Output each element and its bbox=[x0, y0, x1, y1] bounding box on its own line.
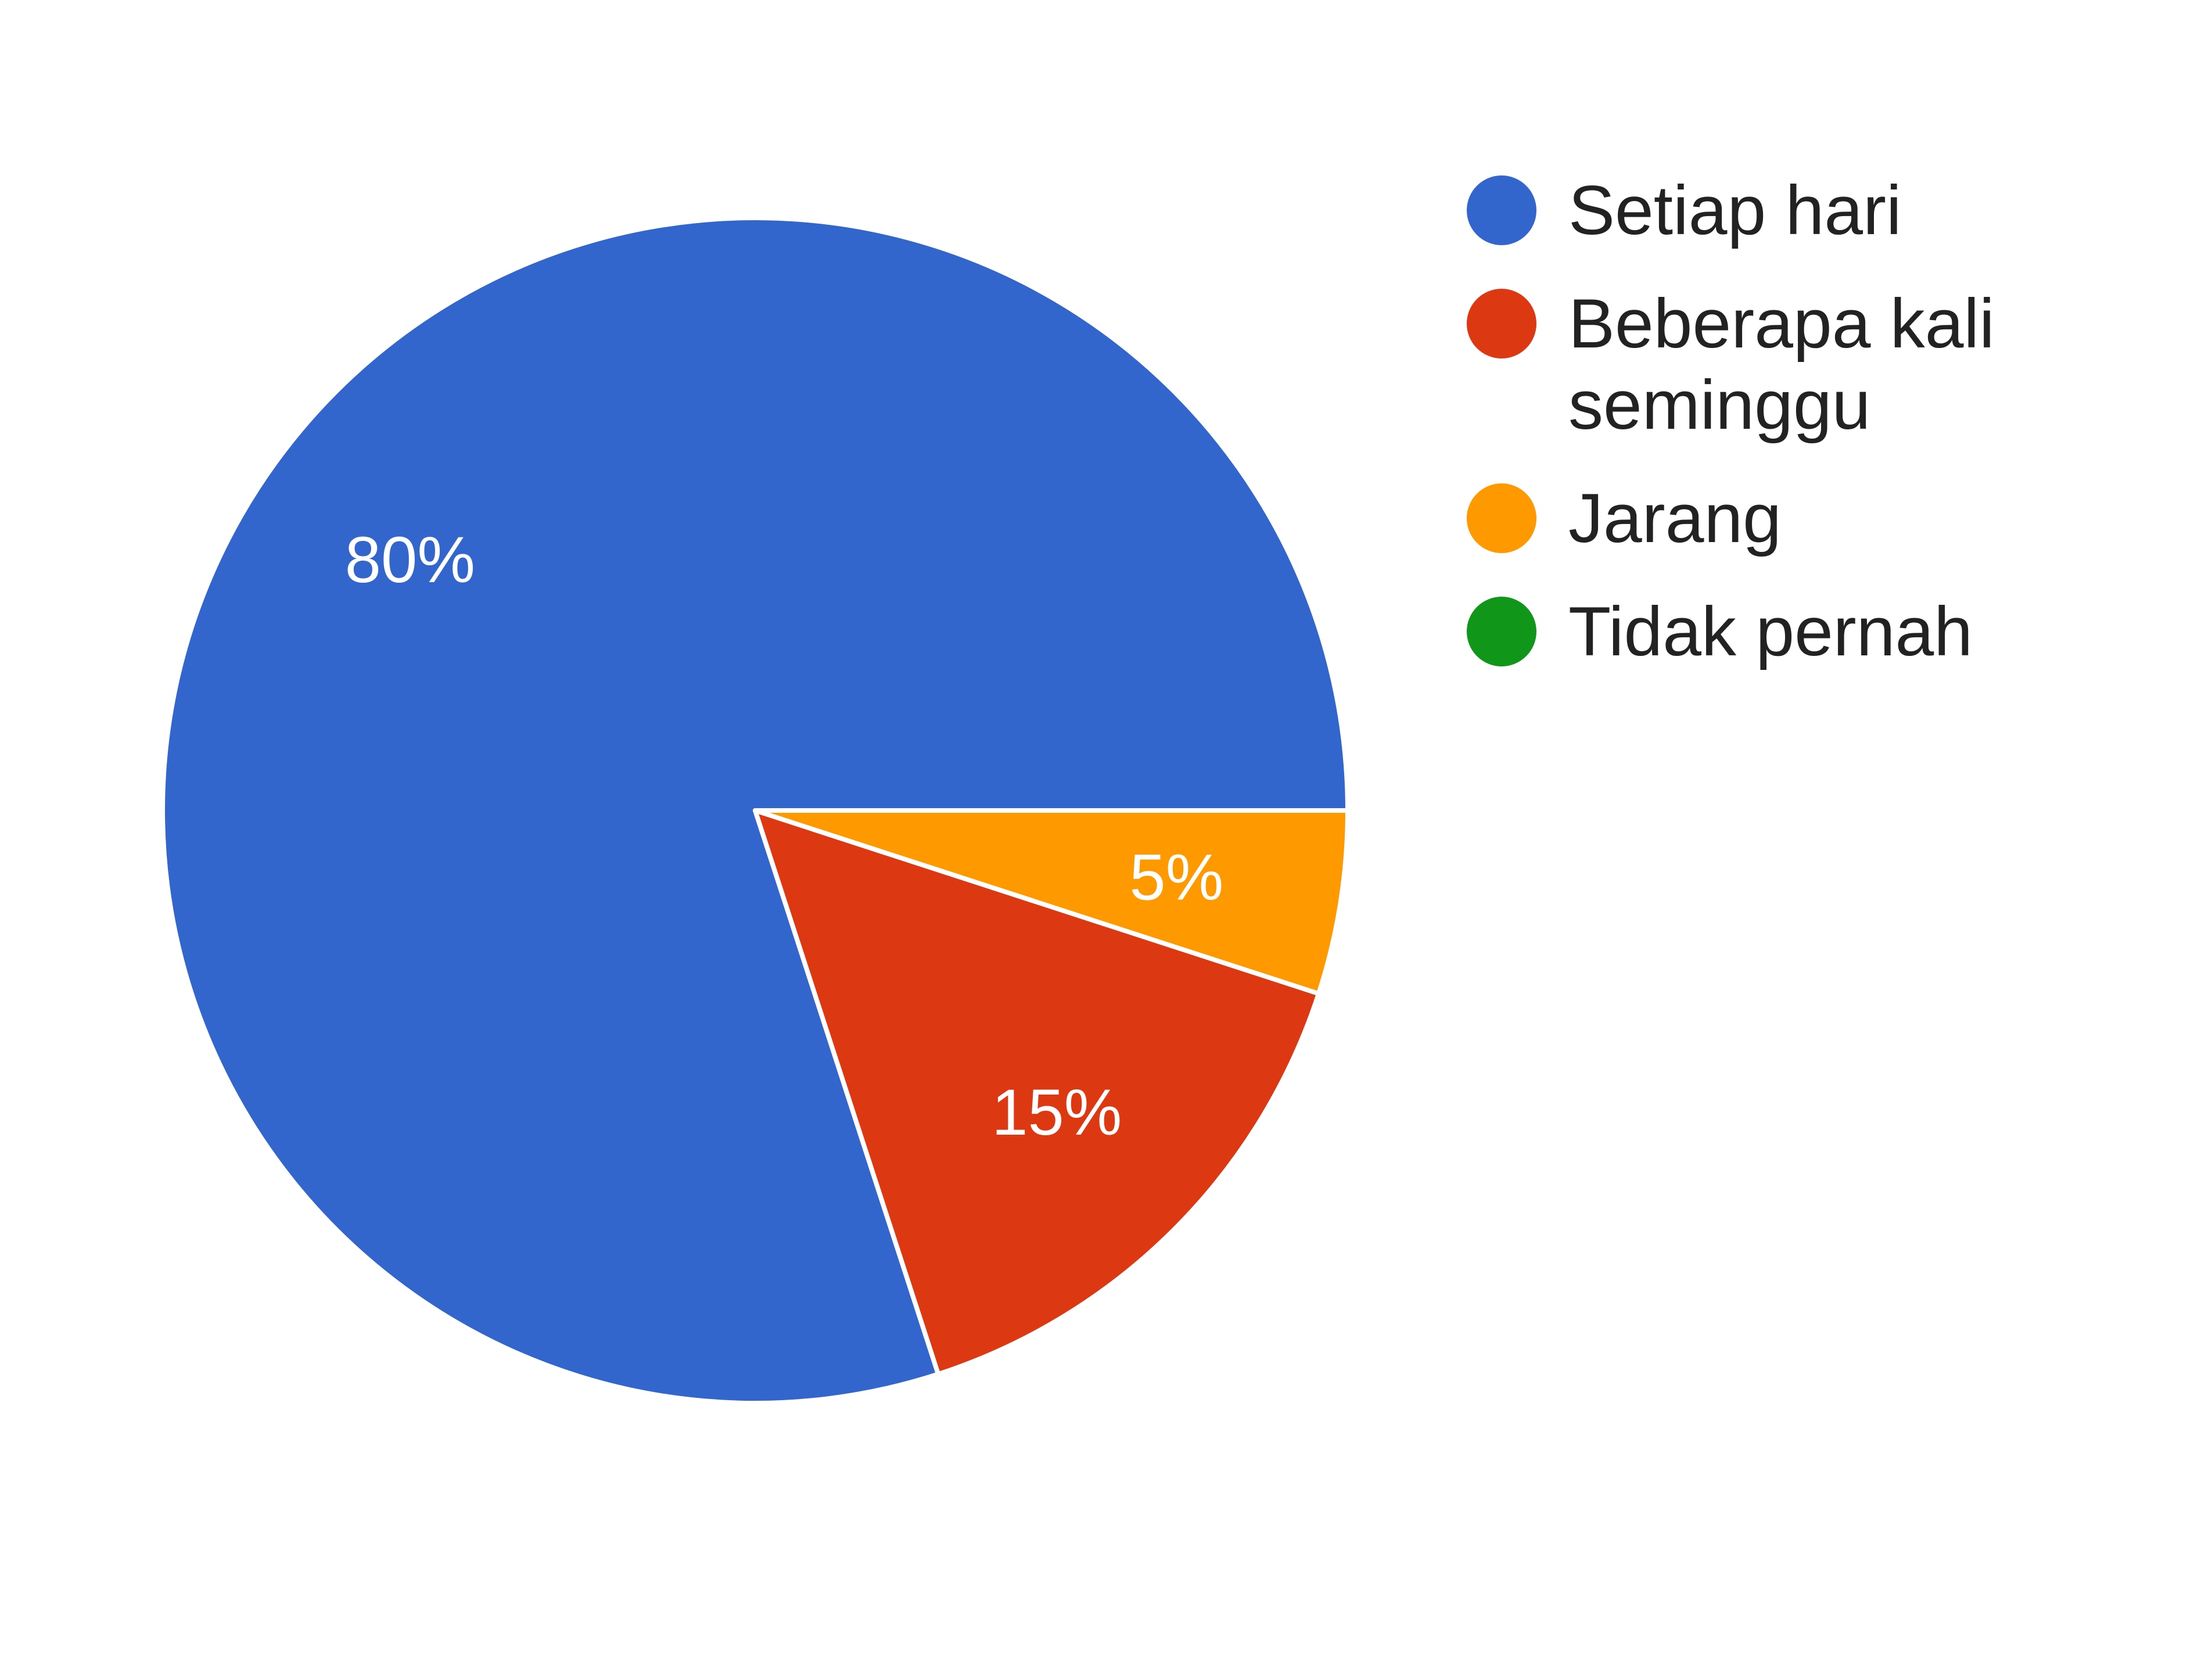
legend-label-beberapa-kali-seminggu-line-1: Beberapa kali bbox=[1568, 285, 1995, 363]
pie-label-setiap-hari: 80% bbox=[345, 523, 475, 596]
legend-item-setiap-hari[interactable]: Setiap hari bbox=[1467, 171, 1902, 249]
legend-label-jarang: Jarang bbox=[1568, 479, 1782, 557]
pie-label-beberapa-kali-seminggu: 15% bbox=[992, 1076, 1122, 1149]
pie-slice-setiap-hari[interactable] bbox=[160, 216, 1350, 1406]
legend-label-setiap-hari: Setiap hari bbox=[1568, 171, 1902, 249]
pie-slices bbox=[160, 216, 1350, 1406]
pie-slice-beberapa-kali-seminggu[interactable] bbox=[753, 808, 1322, 1377]
legend-item-jarang[interactable]: Jarang bbox=[1467, 479, 1782, 557]
legend-label-tidak-pernah: Tidak pernah bbox=[1568, 593, 1973, 670]
pie-label-jarang: 5% bbox=[1129, 841, 1223, 913]
legend-swatch-setiap-hari bbox=[1467, 175, 1536, 245]
legend-swatch-tidak-pernah bbox=[1467, 597, 1536, 666]
legend-label-beberapa-kali-seminggu-line-2: seminggu bbox=[1568, 366, 1870, 444]
pie-slice-jarang[interactable] bbox=[753, 808, 1350, 996]
legend-item-tidak-pernah[interactable]: Tidak pernah bbox=[1467, 593, 1973, 670]
pie-value-labels: 80% 15% 5% bbox=[345, 523, 1224, 1149]
legend-swatch-beberapa-kali-seminggu bbox=[1467, 289, 1536, 358]
legend-swatch-jarang bbox=[1467, 483, 1536, 553]
